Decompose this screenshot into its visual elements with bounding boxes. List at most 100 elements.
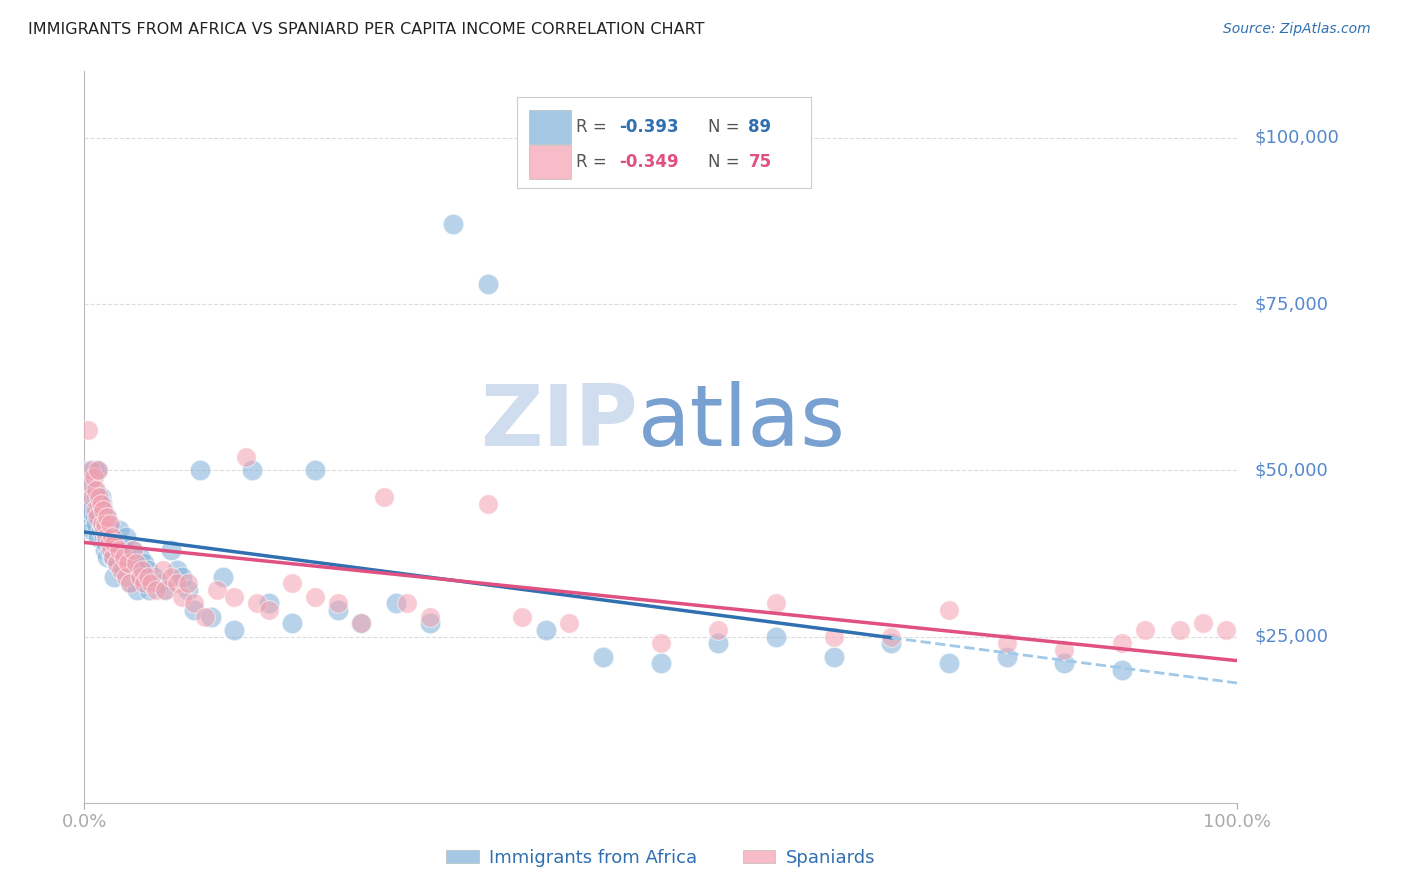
FancyBboxPatch shape bbox=[530, 110, 571, 144]
Point bbox=[326, 596, 349, 610]
Point bbox=[136, 570, 159, 584]
Text: 89: 89 bbox=[748, 118, 772, 136]
Point bbox=[823, 649, 845, 664]
Point bbox=[80, 463, 103, 477]
Point bbox=[131, 563, 153, 577]
Point bbox=[108, 523, 131, 537]
Point bbox=[86, 503, 108, 517]
Point bbox=[326, 603, 349, 617]
Point bbox=[557, 616, 579, 631]
Point bbox=[707, 623, 730, 637]
Point bbox=[96, 509, 118, 524]
Point bbox=[100, 543, 122, 558]
Point bbox=[148, 576, 170, 591]
Text: $50,000: $50,000 bbox=[1254, 461, 1329, 479]
Point bbox=[142, 570, 165, 584]
Point bbox=[257, 603, 280, 617]
Point bbox=[823, 630, 845, 644]
Point bbox=[240, 463, 263, 477]
Legend: Immigrants from Africa, Spaniards: Immigrants from Africa, Spaniards bbox=[439, 842, 883, 874]
Point bbox=[82, 523, 104, 537]
Point bbox=[91, 503, 114, 517]
Text: $25,000: $25,000 bbox=[1254, 628, 1329, 646]
Point bbox=[79, 463, 101, 477]
Point bbox=[172, 570, 194, 584]
Point bbox=[121, 543, 143, 558]
Point bbox=[120, 576, 142, 591]
Point bbox=[765, 630, 787, 644]
Point bbox=[152, 563, 174, 577]
Point bbox=[224, 623, 246, 637]
Point bbox=[235, 450, 257, 464]
Point bbox=[134, 557, 156, 571]
Point bbox=[1111, 663, 1133, 677]
Point bbox=[1111, 636, 1133, 650]
Point bbox=[441, 217, 464, 231]
Point bbox=[246, 596, 269, 610]
Point bbox=[110, 536, 132, 550]
Point bbox=[90, 516, 112, 531]
Point bbox=[94, 516, 117, 531]
Point bbox=[86, 509, 108, 524]
Point bbox=[141, 576, 163, 591]
Point bbox=[1168, 623, 1191, 637]
Point bbox=[153, 582, 176, 597]
Point bbox=[83, 509, 105, 524]
Point bbox=[94, 543, 117, 558]
Point bbox=[115, 530, 138, 544]
Point bbox=[350, 616, 373, 631]
Point bbox=[131, 570, 153, 584]
Point bbox=[87, 530, 110, 544]
Point bbox=[89, 497, 111, 511]
Point bbox=[534, 623, 557, 637]
Point bbox=[93, 523, 115, 537]
Point bbox=[120, 576, 142, 591]
Point bbox=[98, 543, 121, 558]
Point bbox=[136, 563, 159, 577]
Text: R =: R = bbox=[575, 118, 612, 136]
Point bbox=[115, 570, 138, 584]
Point bbox=[89, 490, 111, 504]
Point bbox=[84, 483, 107, 498]
Point bbox=[477, 277, 499, 292]
Point bbox=[87, 497, 110, 511]
Point bbox=[96, 509, 118, 524]
Point bbox=[80, 476, 103, 491]
Point bbox=[188, 463, 211, 477]
Point bbox=[650, 636, 672, 650]
Point bbox=[76, 424, 98, 438]
Point bbox=[938, 656, 960, 670]
Point bbox=[89, 523, 111, 537]
Point bbox=[995, 649, 1018, 664]
Point bbox=[89, 497, 111, 511]
Point bbox=[91, 516, 114, 531]
Point bbox=[160, 570, 183, 584]
Text: $100,000: $100,000 bbox=[1254, 128, 1340, 147]
Point bbox=[110, 563, 132, 577]
Point bbox=[205, 582, 228, 597]
Point bbox=[83, 503, 105, 517]
Point bbox=[211, 570, 233, 584]
Point bbox=[880, 636, 903, 650]
Point bbox=[995, 636, 1018, 650]
Point bbox=[1053, 656, 1076, 670]
Point bbox=[96, 530, 118, 544]
Point bbox=[103, 530, 124, 544]
Point bbox=[103, 549, 124, 564]
Point bbox=[105, 557, 128, 571]
Text: -0.349: -0.349 bbox=[619, 153, 679, 171]
Point bbox=[1191, 616, 1213, 631]
Point bbox=[172, 590, 194, 604]
Point bbox=[138, 582, 160, 597]
Text: R =: R = bbox=[575, 153, 612, 171]
Point bbox=[108, 543, 131, 558]
Point bbox=[194, 609, 217, 624]
Point bbox=[304, 463, 326, 477]
Point bbox=[118, 557, 141, 571]
Point bbox=[592, 649, 614, 664]
Point bbox=[512, 609, 534, 624]
Point bbox=[419, 616, 441, 631]
Point bbox=[101, 530, 124, 544]
Point bbox=[90, 516, 112, 531]
Point bbox=[200, 609, 222, 624]
